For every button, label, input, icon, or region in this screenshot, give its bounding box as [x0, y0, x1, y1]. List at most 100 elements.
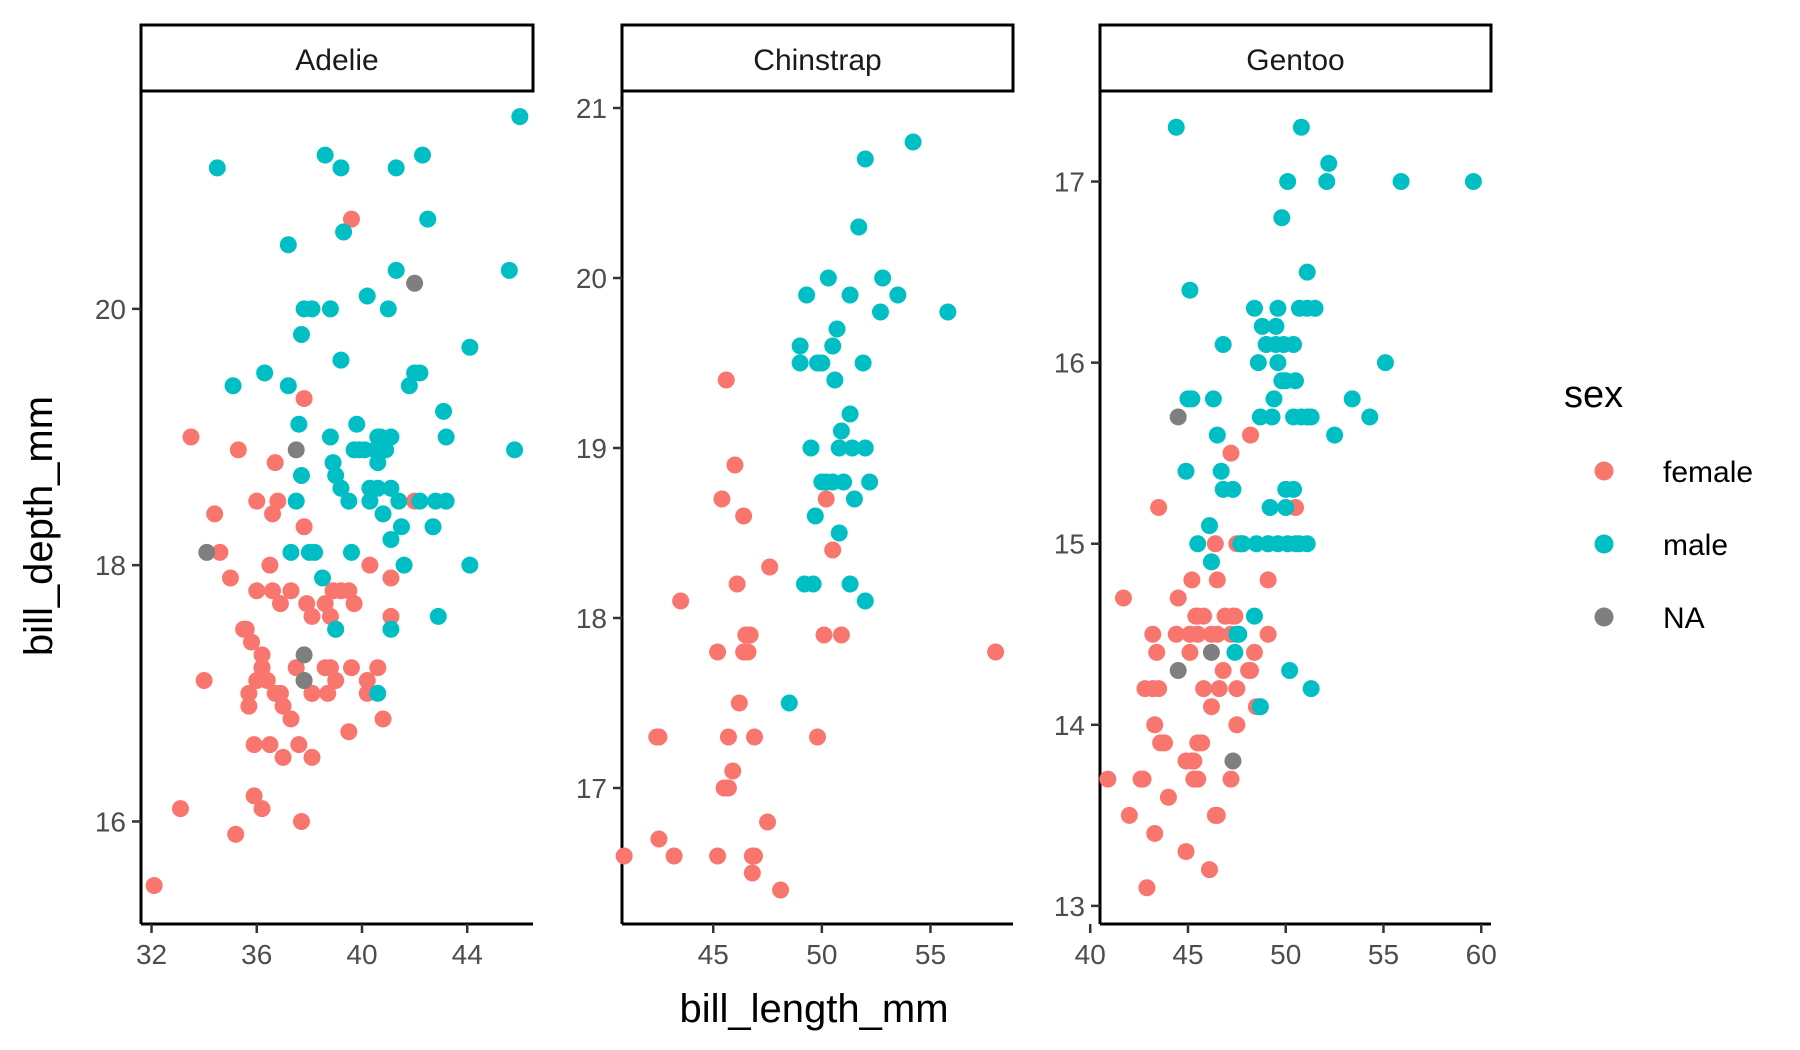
point-male — [792, 355, 809, 372]
point-female — [1222, 445, 1239, 462]
point-female — [1150, 499, 1167, 516]
point-female — [720, 780, 737, 797]
point-female — [1211, 680, 1228, 697]
point-female — [744, 865, 761, 882]
point-male — [861, 474, 878, 491]
point-female — [282, 582, 299, 599]
legend-key-male — [1595, 535, 1614, 554]
point-female — [731, 695, 748, 712]
point-male — [798, 287, 815, 304]
point-female — [761, 559, 778, 576]
point-male — [317, 147, 334, 164]
point-male — [831, 525, 848, 542]
point-female — [222, 569, 239, 586]
point-female — [206, 505, 223, 522]
point-female — [1260, 626, 1277, 643]
point-male — [1262, 499, 1279, 516]
point-male — [1320, 155, 1337, 172]
legend-key-na — [1595, 608, 1614, 627]
point-male — [388, 262, 405, 279]
point-female — [1181, 644, 1198, 661]
point-male — [438, 429, 455, 446]
point-male — [290, 416, 307, 433]
point-female — [304, 608, 321, 625]
point-female — [361, 557, 378, 574]
point-female — [227, 826, 244, 843]
point-male — [348, 416, 365, 433]
point-male — [304, 300, 321, 317]
points-adelie — [146, 108, 529, 894]
point-male — [1307, 300, 1324, 317]
x-tick-label: 55 — [1368, 939, 1399, 970]
point-male — [461, 557, 478, 574]
y-tick-label: 14 — [1054, 710, 1085, 741]
x-tick-label: 40 — [346, 939, 377, 970]
point-male — [314, 569, 331, 586]
point-female — [742, 627, 759, 644]
point-female — [290, 736, 307, 753]
point-female — [650, 729, 667, 746]
point-male — [256, 364, 273, 381]
point-female — [650, 831, 667, 848]
point-female — [616, 848, 633, 865]
point-male — [1230, 626, 1247, 643]
point-female — [1195, 680, 1212, 697]
facet-strip-label: Gentoo — [1246, 44, 1344, 77]
point-female — [772, 882, 789, 899]
points-gentoo — [1099, 119, 1482, 897]
point-female — [1178, 843, 1195, 860]
point-female — [182, 429, 199, 446]
point-male — [855, 355, 872, 372]
x-tick-label: 45 — [1172, 939, 1203, 970]
point-male — [1318, 173, 1335, 190]
point-male — [829, 321, 846, 338]
point-female — [296, 390, 313, 407]
legend-label-male: male — [1663, 529, 1728, 562]
y-tick-label: 18 — [576, 603, 607, 634]
point-female — [275, 749, 292, 766]
point-male — [1273, 209, 1290, 226]
point-male — [802, 440, 819, 457]
point-male — [1299, 535, 1316, 552]
point-male — [835, 474, 852, 491]
point-female — [172, 800, 189, 817]
y-tick-label: 20 — [576, 263, 607, 294]
point-female — [254, 659, 271, 676]
point-male — [511, 108, 528, 125]
point-female — [1222, 771, 1239, 788]
point-male — [382, 480, 399, 497]
point-male — [288, 493, 305, 510]
point-male — [1361, 408, 1378, 425]
point-male — [1299, 408, 1316, 425]
point-male — [1246, 608, 1263, 625]
point-male — [1252, 698, 1269, 715]
point-male — [842, 576, 859, 593]
point-female — [1185, 753, 1202, 770]
point-female — [739, 644, 756, 661]
point-male — [1291, 300, 1308, 317]
y-tick-label: 18 — [95, 550, 126, 581]
point-male — [411, 493, 428, 510]
point-male — [382, 621, 399, 638]
point-male — [1393, 173, 1410, 190]
point-male — [1277, 499, 1294, 516]
legend-title: sex — [1564, 374, 1623, 416]
point-male — [335, 223, 352, 240]
point-female — [369, 659, 386, 676]
point-male — [807, 508, 824, 525]
point-female — [1160, 789, 1177, 806]
point-male — [1178, 463, 1195, 480]
point-male — [1326, 427, 1343, 444]
point-male — [1215, 336, 1232, 353]
point-male — [824, 338, 841, 355]
point-male — [332, 480, 349, 497]
point-female — [296, 518, 313, 535]
point-male — [461, 339, 478, 356]
point-na — [1170, 662, 1187, 679]
point-male — [225, 377, 242, 394]
x-tick-label: 40 — [1075, 939, 1106, 970]
point-female — [1135, 771, 1152, 788]
point-female — [729, 576, 746, 593]
point-male — [1168, 119, 1185, 136]
